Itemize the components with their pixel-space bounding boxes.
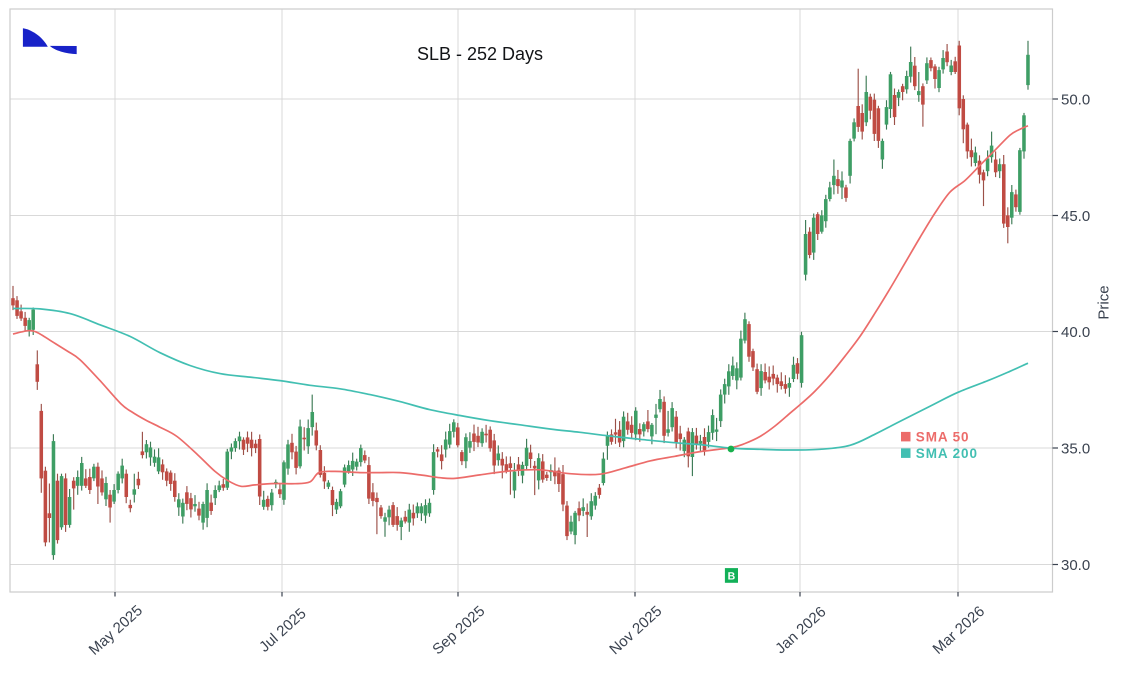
svg-text:40.0: 40.0 xyxy=(1061,324,1090,341)
svg-text:50.0: 50.0 xyxy=(1061,91,1090,108)
svg-text:45.0: 45.0 xyxy=(1061,208,1090,225)
svg-text:SMA 50: SMA 50 xyxy=(916,429,970,444)
svg-text:30.0: 30.0 xyxy=(1061,557,1090,574)
svg-text:SMA 200: SMA 200 xyxy=(916,446,978,461)
svg-text:SLB - 252 Days: SLB - 252 Days xyxy=(417,44,543,64)
svg-text:Price: Price xyxy=(1096,285,1113,319)
svg-text:B: B xyxy=(728,570,736,582)
svg-text:35.0: 35.0 xyxy=(1061,440,1090,457)
